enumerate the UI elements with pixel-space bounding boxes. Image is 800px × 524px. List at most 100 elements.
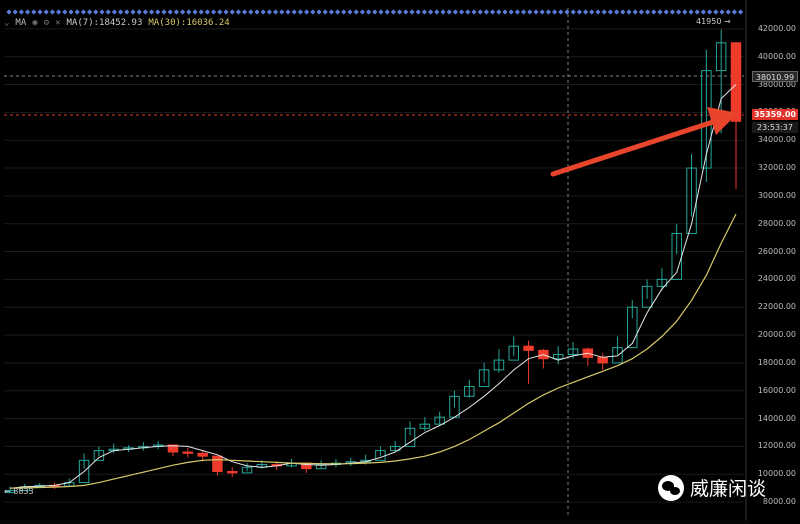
signal-marker — [248, 9, 254, 15]
signal-marker — [211, 9, 217, 15]
y-tick-label: 32000.00 — [757, 163, 796, 173]
candle-body — [597, 356, 608, 364]
settings-icon[interactable]: ⚙ — [43, 18, 50, 28]
visibility-icon[interactable]: ◉ — [32, 18, 38, 28]
signal-marker — [273, 9, 279, 15]
signal-marker — [428, 9, 434, 15]
signal-marker — [80, 9, 86, 15]
y-tick-label: 34000.00 — [757, 135, 796, 145]
signal-marker — [657, 9, 663, 15]
signal-marker — [502, 9, 508, 15]
signal-marker — [483, 9, 489, 15]
candle-body — [730, 42, 742, 122]
signal-marker — [638, 9, 644, 15]
signal-marker — [25, 9, 31, 15]
signal-marker — [87, 9, 93, 15]
signal-marker — [651, 9, 657, 15]
y-tick-label: 18000.00 — [757, 357, 796, 367]
signal-marker — [353, 9, 359, 15]
signal-marker — [614, 9, 620, 15]
candle-body — [715, 42, 727, 72]
indicator-bar[interactable]: ⌄ MA ◉ ⚙ ✕ MA(7):18452.93 MA(30):16036.2… — [4, 17, 230, 29]
candle-body — [434, 416, 445, 425]
close-icon[interactable]: ✕ — [55, 18, 61, 28]
signal-marker — [149, 9, 155, 15]
signal-marker — [217, 9, 223, 15]
signal-marker — [260, 9, 266, 15]
y-tick-label: 10000.00 — [757, 469, 796, 479]
signal-marker — [378, 9, 384, 15]
collapse-icon[interactable]: ⌄ — [4, 18, 10, 28]
header-strip — [0, 0, 748, 6]
signal-marker — [564, 9, 570, 15]
signal-marker — [37, 9, 43, 15]
signal-marker — [607, 9, 613, 15]
signal-marker — [390, 9, 396, 15]
signal-marker — [242, 9, 248, 15]
signal-marker — [198, 9, 204, 15]
signal-marker — [192, 9, 198, 15]
signal-marker — [31, 9, 37, 15]
candle-body — [612, 347, 623, 364]
signal-marker — [738, 9, 744, 15]
candle-body — [493, 359, 505, 371]
signal-marker — [440, 9, 446, 15]
signal-marker — [366, 9, 372, 15]
signal-marker — [682, 9, 688, 15]
candle-body — [241, 466, 253, 474]
signal-marker — [347, 9, 353, 15]
signal-marker — [725, 9, 731, 15]
candle-body — [419, 423, 431, 429]
candle-body — [78, 459, 90, 484]
candle-body — [523, 345, 534, 351]
indicator-name: MA — [15, 18, 27, 28]
signal-marker — [403, 9, 409, 15]
signal-marker — [645, 9, 651, 15]
candle-body — [167, 444, 179, 453]
signal-marker — [173, 9, 179, 15]
candle-body — [197, 452, 208, 457]
signal-marker — [136, 9, 142, 15]
signal-marker — [676, 9, 682, 15]
signal-marker — [74, 9, 80, 15]
signal-marker — [254, 9, 260, 15]
signal-marker — [235, 9, 241, 15]
signal-marker — [285, 9, 291, 15]
candle-body — [478, 369, 490, 388]
signal-marker — [558, 9, 564, 15]
signal-marker — [310, 9, 316, 15]
candle-body — [464, 386, 475, 397]
candle-body — [4, 489, 16, 494]
y-tick-label: 28000.00 — [757, 218, 796, 228]
signal-marker — [130, 9, 136, 15]
signal-marker — [713, 9, 719, 15]
candle-body — [552, 354, 564, 360]
signal-marker — [167, 9, 173, 15]
signal-marker — [576, 9, 582, 15]
signal-marker — [43, 9, 49, 15]
signal-marker — [694, 9, 700, 15]
signal-marker — [601, 9, 607, 15]
signal-marker — [496, 9, 502, 15]
bottom-strip — [0, 520, 750, 524]
ma30-value: MA(30):16036.24 — [148, 18, 230, 28]
signal-marker — [56, 9, 62, 15]
y-tick-label: 12000.00 — [757, 441, 796, 451]
candle-body — [212, 455, 223, 472]
y-tick-label: 20000.00 — [757, 330, 796, 340]
signal-marker — [570, 9, 576, 15]
signal-marker — [322, 9, 328, 15]
signal-marker — [68, 9, 74, 15]
candle-body — [227, 470, 238, 474]
ma30-line — [9, 213, 737, 489]
signal-marker — [465, 9, 471, 15]
chart-grid — [4, 0, 747, 524]
signal-marker — [384, 9, 390, 15]
signal-markers-row — [6, 9, 744, 15]
signal-marker — [620, 9, 626, 15]
dotted-level-tag: 38010.99 — [752, 71, 798, 82]
signal-marker — [118, 9, 124, 15]
signal-marker — [490, 9, 496, 15]
signal-marker — [335, 9, 341, 15]
y-tick-label: 16000.00 — [757, 385, 796, 395]
